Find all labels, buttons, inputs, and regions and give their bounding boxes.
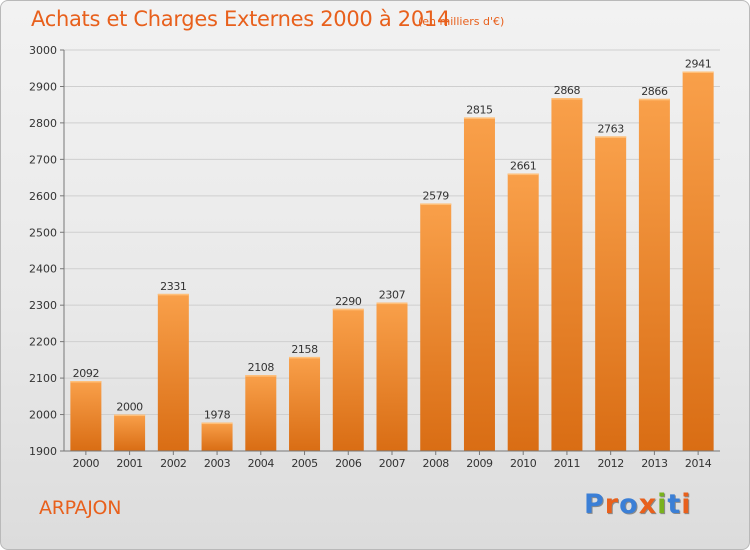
bar xyxy=(463,117,495,451)
bar xyxy=(70,381,102,451)
data-label: 2868 xyxy=(554,84,581,97)
data-labels: 2092 2000 2331 1978 2108 2158 2290 2307 2579 2815… xyxy=(73,58,712,422)
x-tick-label: 2004 xyxy=(248,457,275,470)
y-tick-label: 2900 xyxy=(29,80,57,93)
bar xyxy=(332,308,364,451)
chart-title: Achats et Charges Externes 2000 à 2014 xyxy=(31,7,451,31)
bar-highlight xyxy=(682,71,714,74)
x-tick-label: 2009 xyxy=(466,457,493,470)
bar xyxy=(201,422,233,451)
x-tick-label: 2011 xyxy=(554,457,580,470)
bar-highlight xyxy=(245,375,277,377)
bar-highlight xyxy=(70,381,102,383)
bar-highlight xyxy=(507,173,539,176)
x-tick-label: 2002 xyxy=(160,457,186,470)
bar-highlight xyxy=(463,117,495,119)
y-tick-label: 2400 xyxy=(29,263,57,276)
logo-letter: i xyxy=(681,489,692,520)
y-tick-label: 2100 xyxy=(29,372,57,385)
y-tick-label: 2300 xyxy=(29,299,57,312)
logo-letter: i xyxy=(657,489,668,520)
data-label: 2307 xyxy=(379,289,406,302)
bar xyxy=(595,136,627,451)
data-label: 2815 xyxy=(466,103,493,116)
data-label: 2866 xyxy=(641,85,668,98)
logo-letter: P xyxy=(584,489,605,520)
data-label: 2092 xyxy=(73,367,99,380)
bar xyxy=(157,293,189,451)
bar-highlight xyxy=(157,293,189,296)
data-label: 2158 xyxy=(291,343,318,356)
bar-highlight xyxy=(332,308,364,311)
bar-highlight xyxy=(638,98,670,101)
y-tick-label: 2000 xyxy=(29,409,57,422)
x-tick-label: 2010 xyxy=(510,457,537,470)
data-label: 2108 xyxy=(248,361,275,374)
bar xyxy=(376,302,408,451)
bar-highlight xyxy=(420,203,452,205)
logo-letter: t xyxy=(667,489,682,520)
data-label: 2941 xyxy=(685,58,711,71)
bar-highlight xyxy=(289,356,321,359)
x-tick-label: 2001 xyxy=(116,457,142,470)
bar-highlight xyxy=(114,414,146,417)
x-tick-label: 2014 xyxy=(685,457,712,470)
data-label: 2579 xyxy=(423,189,450,202)
bar xyxy=(245,375,277,451)
bar-highlight xyxy=(595,136,627,138)
bar xyxy=(289,356,321,451)
y-tick-label: 3000 xyxy=(29,44,57,57)
bar xyxy=(420,203,452,451)
x-tick-label: 2013 xyxy=(641,457,668,470)
y-tick-label: 2500 xyxy=(29,226,57,239)
y-tick-label: 2800 xyxy=(29,117,57,130)
data-label: 2331 xyxy=(160,280,186,293)
x-tick-label: 2007 xyxy=(379,457,406,470)
y-tick-label: 2200 xyxy=(29,336,57,349)
bar xyxy=(551,98,583,452)
y-tick-label: 2600 xyxy=(29,190,57,203)
bar-highlight xyxy=(201,422,233,425)
x-tick-label: 2006 xyxy=(335,457,362,470)
data-label: 2290 xyxy=(335,295,362,308)
x-tick-label: 2008 xyxy=(423,457,450,470)
bar xyxy=(682,71,714,451)
logo-letter: r xyxy=(604,489,620,520)
bar-highlight xyxy=(551,98,583,100)
logo-letter: o xyxy=(619,489,639,520)
x-tick-label: 2005 xyxy=(291,457,318,470)
place-name: ARPAJON xyxy=(39,497,122,519)
bars xyxy=(70,71,714,452)
data-label: 2763 xyxy=(597,122,624,135)
bar xyxy=(114,414,146,451)
x-tick-label: 2003 xyxy=(204,457,231,470)
chart-subtitle: (en milliers d'€) xyxy=(418,15,505,28)
bar xyxy=(638,98,670,451)
bar xyxy=(507,173,539,451)
logo-letter: x xyxy=(638,489,658,520)
y-tick-label: 1900 xyxy=(29,445,57,458)
y-tick-label: 2700 xyxy=(29,153,57,166)
data-label: 1978 xyxy=(204,409,231,422)
data-label: 2000 xyxy=(116,401,143,414)
x-tick-label: 2012 xyxy=(597,457,623,470)
proxiti-logo: Proxiti xyxy=(584,489,692,520)
data-label: 2661 xyxy=(510,160,536,173)
axes: 1900 2000 2100 2200 2300 2400 2500 2600 2700 2800… xyxy=(29,44,720,470)
x-tick-label: 2000 xyxy=(73,457,100,470)
bar-highlight xyxy=(376,302,408,305)
